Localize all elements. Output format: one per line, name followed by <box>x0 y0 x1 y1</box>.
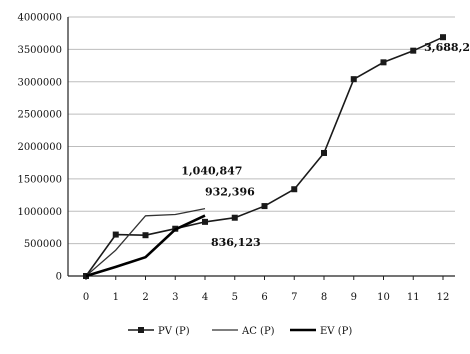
y-tick-label: 3500000 <box>17 45 62 56</box>
series-line-ac-p <box>85 207 206 277</box>
x-axis-ticks: 0 1 2 3 4 5 6 7 8 9 10 11 12 <box>83 276 450 303</box>
data-label: 932,396 <box>205 186 255 199</box>
data-point-pv-p <box>112 231 119 238</box>
series-line-pv-p <box>85 36 444 277</box>
data-point-pv-p <box>321 149 327 156</box>
x-tick-label: 6 <box>261 292 267 303</box>
x-tick-label: 2 <box>142 292 148 303</box>
series-lines <box>83 34 446 279</box>
data-point-pv-p <box>410 47 417 54</box>
legend: PV (P) AC (P) EV (P) <box>128 326 352 337</box>
x-tick-label: 10 <box>377 292 390 303</box>
data-point-pv-p <box>202 218 208 225</box>
data-point-pv-p <box>380 59 387 66</box>
data-point-pv-p <box>440 34 446 41</box>
y-tick-label: 3000000 <box>17 77 62 88</box>
x-tick-label: 0 <box>83 292 89 303</box>
y-tick-label: 500000 <box>24 239 62 250</box>
x-tick-label: 4 <box>202 292 208 303</box>
gridlines <box>68 16 455 245</box>
y-axis-ticks: 0 500000 1000000 1500000 2000000 2500000 30000… <box>17 13 62 283</box>
y-tick-label: 4000000 <box>17 13 62 24</box>
y-tick-label: 1500000 <box>17 174 62 185</box>
x-tick-label: 3 <box>172 292 178 303</box>
legend-label-pv-p: PV (P) <box>158 326 190 337</box>
y-tick-label: 2000000 <box>17 142 62 153</box>
x-tick-label: 12 <box>437 292 450 303</box>
data-label: 836,123 <box>211 236 261 249</box>
x-tick-label: 1 <box>113 292 119 303</box>
data-annotations: 1,040,847 932,396 836,123 3,688,276 <box>181 41 470 249</box>
x-tick-label: 11 <box>407 292 420 303</box>
data-label: 1,040,847 <box>181 165 242 178</box>
x-tick-label: 8 <box>321 292 327 303</box>
y-tick-label: 2500000 <box>17 110 62 121</box>
legend-label-ev-p: EV (P) <box>320 326 352 337</box>
y-tick-label: 0 <box>56 272 62 283</box>
y-tick-label: 1000000 <box>17 207 62 218</box>
axes <box>67 17 455 277</box>
data-point-pv-p <box>291 186 298 193</box>
data-point-pv-p <box>261 203 268 210</box>
data-point-pv-p <box>350 76 357 83</box>
x-tick-label: 7 <box>291 292 297 303</box>
data-label: 3,688,276 <box>424 41 470 54</box>
legend-marker-pv-p <box>138 327 144 333</box>
x-tick-label: 5 <box>232 292 238 303</box>
legend-label-ac-p: AC (P) <box>241 326 275 337</box>
data-point-pv-p <box>231 214 238 221</box>
data-point-pv-p <box>142 232 149 239</box>
series-line-ev-p <box>85 214 206 278</box>
x-tick-label: 9 <box>351 292 357 303</box>
